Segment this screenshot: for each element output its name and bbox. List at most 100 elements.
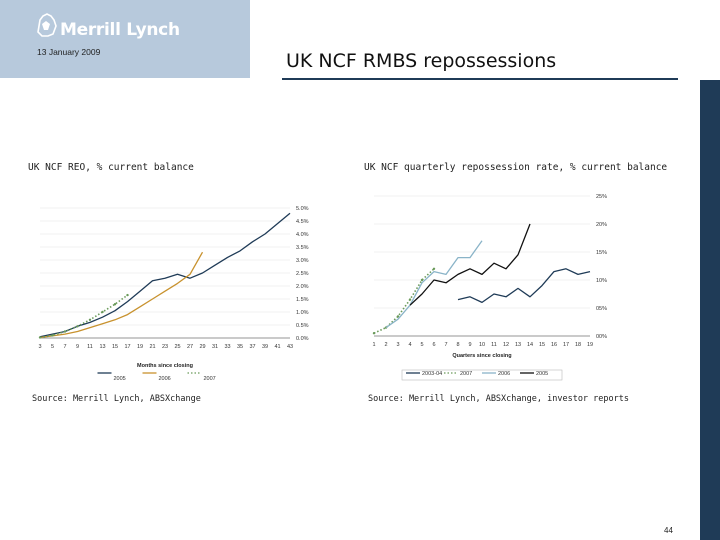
chart1-y-tick: 4.5% (296, 219, 309, 225)
chart2-legend-box (401, 369, 563, 381)
chart2-title: UK NCF quarterly repossession rate, % cu… (364, 162, 668, 173)
chart2-x-tick: 12 (503, 342, 509, 348)
chart1-series-2007-point (63, 330, 67, 333)
chart1-legend-label: 2007 (204, 376, 216, 382)
chart1-x-tick: 19 (137, 344, 143, 350)
chart2-x-tick: 10 (479, 342, 485, 348)
chart1-series-2005-line (39, 212, 291, 338)
chart1-y-tick: 1.0% (296, 310, 309, 316)
chart2-y-tick: 00% (596, 334, 607, 340)
chart1-x-tick: 3 (38, 344, 41, 350)
chart1-x-tick: 23 (162, 344, 168, 350)
chart2-x-label: Quarters since closing (452, 353, 511, 359)
chart1-x-tick: 21 (149, 344, 155, 350)
chart2-x-tick: 19 (587, 342, 593, 348)
chart2-x-tick: 8 (456, 342, 459, 348)
chart2-series-2007-point (420, 278, 424, 282)
chart1-x-tick: 7 (63, 344, 66, 350)
chart2-x-tick: 17 (563, 342, 569, 348)
chart1-y-tick: 3.0% (296, 258, 309, 264)
chart2-legend-label: 2005 (536, 371, 548, 377)
chart2-y-tick: 25% (596, 194, 607, 200)
chart1-x-tick: 41 (274, 344, 280, 350)
chart2-y-tick: 20% (596, 222, 607, 228)
chart1-y-tick: 5.0% (296, 206, 309, 212)
report-date: 13 January 2009 (37, 47, 101, 57)
chart2-x-tick: 13 (515, 342, 521, 348)
chart1-x-tick: 43 (287, 344, 293, 350)
chart1-x-label: Months since closing (137, 363, 193, 369)
chart2-x-tick: 18 (575, 342, 581, 348)
chart2-legend-label: 2007 (460, 371, 472, 377)
chart1-x-tick: 31 (212, 344, 218, 350)
chart1-x-tick: 29 (199, 344, 205, 350)
chart2-series-2006-line (385, 240, 483, 329)
logo-box: Merrill Lynch 13 January 2009 (0, 0, 250, 78)
chart1-series-2007-point (76, 325, 79, 328)
chart2-y-tick: 10% (596, 278, 607, 284)
logo-text: Merrill Lynch (60, 20, 180, 40)
chart2-x-tick: 7 (444, 342, 447, 348)
chart2-x-tick: 15 (539, 342, 545, 348)
chart1-series-2007-point (51, 334, 54, 337)
chart2-y-tick: 15% (596, 250, 607, 256)
chart2-x-tick: 14 (527, 342, 533, 348)
chart1-y-tick: 4.0% (296, 232, 309, 238)
chart2-series-2007-line (373, 268, 435, 334)
chart1-x-tick: 17 (124, 344, 130, 350)
chart2-series-2007-point (432, 267, 436, 270)
chart1-source: Source: Merrill Lynch, ABSXchange (32, 394, 201, 404)
chart2-x-tick: 9 (468, 342, 471, 348)
chart1-x-tick: 39 (262, 344, 268, 350)
chart2-x-tick: 16 (551, 342, 557, 348)
chart2-source: Source: Merrill Lynch, ABSXchange, inves… (368, 394, 629, 404)
chart1-series-2007-line (39, 294, 128, 339)
chart1-y-tick: 1.5% (296, 297, 309, 303)
chart1-series-2006-line (39, 251, 204, 339)
chart1-x-tick: 11 (87, 344, 93, 350)
chart2-x-tick: 5 (420, 342, 423, 348)
chart1-x-tick: 25 (174, 344, 180, 350)
chart2-x-tick: 3 (396, 342, 399, 348)
chart1-x-tick: 13 (99, 344, 105, 350)
chart1-x-tick: 35 (237, 344, 243, 350)
chart2-y-tick: 05% (596, 306, 607, 312)
chart1-legend-label: 2005 (114, 376, 126, 382)
chart2-x-tick: 2 (384, 342, 387, 348)
chart1-x-tick: 27 (187, 344, 193, 350)
chart2-legend-label: 2006 (498, 371, 510, 377)
chart1-x-tick: 9 (76, 344, 79, 350)
chart1-series-2007-point (88, 318, 92, 321)
chart1-x-tick: 15 (112, 344, 118, 350)
bull-logo-icon (37, 13, 57, 37)
chart2-x-tick: 1 (372, 342, 375, 348)
chart1-series-2007-point (126, 293, 129, 297)
chart1-y-tick: 0.0% (296, 336, 309, 342)
chart2-series-2007-point (396, 315, 400, 318)
chart1-y-tick: 0.5% (296, 323, 309, 329)
title-underline (282, 78, 678, 80)
right-accent-bar (700, 80, 720, 540)
chart2-x-tick: 11 (491, 342, 497, 348)
chart1-x-tick: 5 (51, 344, 54, 350)
chart2-x-tick: 4 (408, 342, 411, 348)
chart1-series-2007-point (113, 303, 117, 306)
chart1-x-tick: 37 (249, 344, 255, 350)
chart1-y-tick: 2.5% (296, 271, 309, 277)
chart2-series-2003-04-line (457, 268, 591, 304)
chart1-title: UK NCF REO, % current balance (28, 162, 194, 173)
chart1-x-tick: 33 (224, 344, 230, 350)
chart2-series-2005-line (409, 223, 531, 306)
chart1-y-tick: 3.5% (296, 245, 309, 251)
chart1-legend-label: 2006 (159, 376, 171, 382)
chart1-series-2007-point (101, 310, 104, 314)
chart1-y-tick: 2.0% (296, 284, 309, 290)
chart2-series-2007-point (408, 298, 412, 301)
chart2-legend-label: 2003-04 (422, 371, 442, 377)
page-number: 44 (664, 526, 673, 535)
chart2-series-2007-point (372, 332, 376, 335)
page-title: UK NCF RMBS repossessions (286, 50, 557, 72)
chart2-x-tick: 6 (432, 342, 435, 348)
chart1-series-2007-point (38, 336, 42, 339)
